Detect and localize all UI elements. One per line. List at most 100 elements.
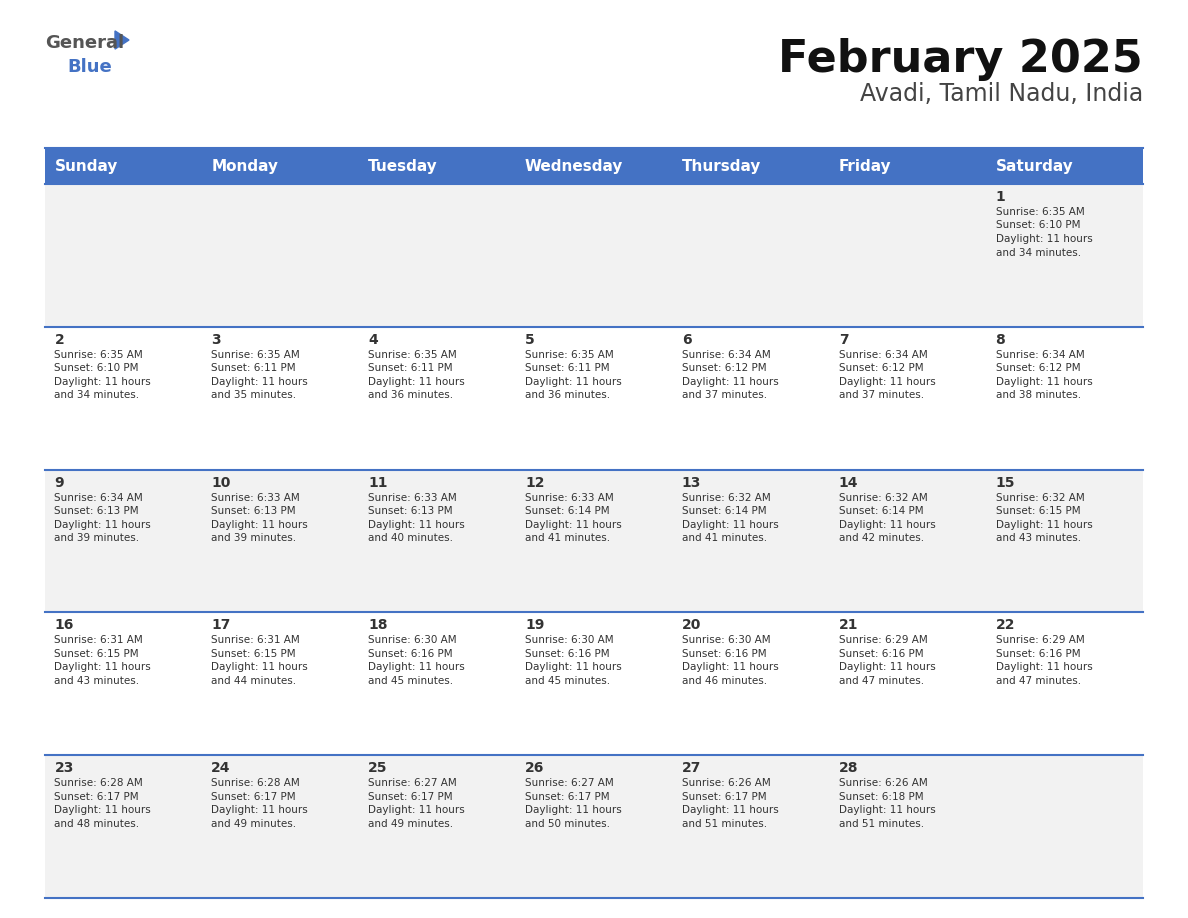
Text: 15: 15 — [996, 476, 1015, 489]
Text: Sunrise: 6:29 AM: Sunrise: 6:29 AM — [839, 635, 928, 645]
Text: and 51 minutes.: and 51 minutes. — [839, 819, 924, 829]
Text: Daylight: 11 hours: Daylight: 11 hours — [682, 663, 778, 672]
Text: Sunset: 6:15 PM: Sunset: 6:15 PM — [211, 649, 296, 659]
Text: and 34 minutes.: and 34 minutes. — [996, 248, 1081, 258]
Text: and 41 minutes.: and 41 minutes. — [682, 533, 767, 543]
Text: and 37 minutes.: and 37 minutes. — [682, 390, 767, 400]
Text: Tuesday: Tuesday — [368, 159, 438, 174]
Text: Sunrise: 6:32 AM: Sunrise: 6:32 AM — [996, 493, 1085, 502]
Text: 27: 27 — [682, 761, 701, 775]
Text: and 45 minutes.: and 45 minutes. — [525, 676, 611, 686]
Text: and 44 minutes.: and 44 minutes. — [211, 676, 296, 686]
Text: Sunday: Sunday — [55, 159, 118, 174]
Text: Saturday: Saturday — [996, 159, 1073, 174]
Text: 25: 25 — [368, 761, 387, 775]
Text: 18: 18 — [368, 619, 387, 633]
Text: Monday: Monday — [211, 159, 278, 174]
Text: Sunset: 6:16 PM: Sunset: 6:16 PM — [525, 649, 609, 659]
Text: Sunrise: 6:33 AM: Sunrise: 6:33 AM — [368, 493, 457, 502]
Text: Daylight: 11 hours: Daylight: 11 hours — [368, 520, 465, 530]
Text: 5: 5 — [525, 333, 535, 347]
Text: Sunrise: 6:35 AM: Sunrise: 6:35 AM — [55, 350, 144, 360]
Text: and 36 minutes.: and 36 minutes. — [525, 390, 611, 400]
Text: and 34 minutes.: and 34 minutes. — [55, 390, 139, 400]
Text: Daylight: 11 hours: Daylight: 11 hours — [682, 376, 778, 386]
Text: and 43 minutes.: and 43 minutes. — [996, 533, 1081, 543]
Text: 20: 20 — [682, 619, 701, 633]
Text: Sunset: 6:16 PM: Sunset: 6:16 PM — [996, 649, 1080, 659]
Text: Daylight: 11 hours: Daylight: 11 hours — [55, 805, 151, 815]
Text: Sunrise: 6:31 AM: Sunrise: 6:31 AM — [211, 635, 301, 645]
Text: 11: 11 — [368, 476, 387, 489]
Text: Daylight: 11 hours: Daylight: 11 hours — [996, 376, 1092, 386]
Text: Sunset: 6:11 PM: Sunset: 6:11 PM — [211, 364, 296, 374]
Text: Daylight: 11 hours: Daylight: 11 hours — [839, 805, 935, 815]
Text: Sunset: 6:12 PM: Sunset: 6:12 PM — [839, 364, 923, 374]
Text: 10: 10 — [211, 476, 230, 489]
Text: 8: 8 — [996, 333, 1005, 347]
Text: and 39 minutes.: and 39 minutes. — [211, 533, 296, 543]
Text: Sunset: 6:17 PM: Sunset: 6:17 PM — [368, 791, 453, 801]
Bar — [45, 470, 1143, 612]
Text: and 49 minutes.: and 49 minutes. — [368, 819, 454, 829]
Text: Daylight: 11 hours: Daylight: 11 hours — [211, 376, 308, 386]
Text: Sunset: 6:11 PM: Sunset: 6:11 PM — [368, 364, 453, 374]
Text: Sunrise: 6:32 AM: Sunrise: 6:32 AM — [682, 493, 771, 502]
Text: 19: 19 — [525, 619, 544, 633]
Text: Daylight: 11 hours: Daylight: 11 hours — [211, 663, 308, 672]
Text: Daylight: 11 hours: Daylight: 11 hours — [368, 376, 465, 386]
Text: and 40 minutes.: and 40 minutes. — [368, 533, 453, 543]
Text: Sunrise: 6:26 AM: Sunrise: 6:26 AM — [839, 778, 928, 789]
Text: Thursday: Thursday — [682, 159, 762, 174]
Text: Sunrise: 6:30 AM: Sunrise: 6:30 AM — [368, 635, 456, 645]
Text: 1: 1 — [996, 190, 1005, 204]
Text: Sunset: 6:13 PM: Sunset: 6:13 PM — [55, 506, 139, 516]
Text: Sunrise: 6:28 AM: Sunrise: 6:28 AM — [55, 778, 144, 789]
Text: Sunset: 6:16 PM: Sunset: 6:16 PM — [368, 649, 453, 659]
Text: Sunset: 6:15 PM: Sunset: 6:15 PM — [55, 649, 139, 659]
Text: Daylight: 11 hours: Daylight: 11 hours — [368, 663, 465, 672]
Text: Daylight: 11 hours: Daylight: 11 hours — [839, 663, 935, 672]
Text: and 45 minutes.: and 45 minutes. — [368, 676, 454, 686]
Text: Sunset: 6:12 PM: Sunset: 6:12 PM — [682, 364, 766, 374]
Text: Sunrise: 6:28 AM: Sunrise: 6:28 AM — [211, 778, 301, 789]
Text: February 2025: February 2025 — [778, 38, 1143, 81]
Text: Daylight: 11 hours: Daylight: 11 hours — [996, 234, 1092, 244]
Text: Sunset: 6:17 PM: Sunset: 6:17 PM — [211, 791, 296, 801]
Text: Blue: Blue — [67, 58, 112, 76]
Text: Sunrise: 6:35 AM: Sunrise: 6:35 AM — [525, 350, 614, 360]
Text: 17: 17 — [211, 619, 230, 633]
Text: Sunset: 6:14 PM: Sunset: 6:14 PM — [839, 506, 923, 516]
Bar — [45, 756, 1143, 898]
Text: Sunset: 6:14 PM: Sunset: 6:14 PM — [682, 506, 766, 516]
Bar — [45, 327, 1143, 470]
Text: 21: 21 — [839, 619, 858, 633]
Text: Avadi, Tamil Nadu, India: Avadi, Tamil Nadu, India — [860, 82, 1143, 106]
Text: Wednesday: Wednesday — [525, 159, 624, 174]
Text: and 48 minutes.: and 48 minutes. — [55, 819, 139, 829]
Text: and 43 minutes.: and 43 minutes. — [55, 676, 139, 686]
Text: and 47 minutes.: and 47 minutes. — [996, 676, 1081, 686]
Text: Sunset: 6:10 PM: Sunset: 6:10 PM — [996, 220, 1080, 230]
Text: Sunset: 6:14 PM: Sunset: 6:14 PM — [525, 506, 609, 516]
Text: Sunrise: 6:29 AM: Sunrise: 6:29 AM — [996, 635, 1085, 645]
Text: 2: 2 — [55, 333, 64, 347]
Text: Daylight: 11 hours: Daylight: 11 hours — [525, 663, 621, 672]
Text: Sunset: 6:13 PM: Sunset: 6:13 PM — [211, 506, 296, 516]
Text: Sunrise: 6:34 AM: Sunrise: 6:34 AM — [55, 493, 144, 502]
Text: Sunrise: 6:35 AM: Sunrise: 6:35 AM — [368, 350, 457, 360]
Text: 3: 3 — [211, 333, 221, 347]
Text: Sunrise: 6:34 AM: Sunrise: 6:34 AM — [996, 350, 1085, 360]
Text: Sunrise: 6:31 AM: Sunrise: 6:31 AM — [55, 635, 144, 645]
Text: and 42 minutes.: and 42 minutes. — [839, 533, 924, 543]
Text: and 37 minutes.: and 37 minutes. — [839, 390, 924, 400]
Text: Daylight: 11 hours: Daylight: 11 hours — [525, 520, 621, 530]
Text: 12: 12 — [525, 476, 544, 489]
Text: Friday: Friday — [839, 159, 891, 174]
Text: Sunrise: 6:30 AM: Sunrise: 6:30 AM — [682, 635, 771, 645]
Text: Sunrise: 6:27 AM: Sunrise: 6:27 AM — [525, 778, 614, 789]
Text: Daylight: 11 hours: Daylight: 11 hours — [839, 520, 935, 530]
Text: Daylight: 11 hours: Daylight: 11 hours — [525, 805, 621, 815]
Text: Daylight: 11 hours: Daylight: 11 hours — [839, 376, 935, 386]
Bar — [45, 148, 1143, 184]
